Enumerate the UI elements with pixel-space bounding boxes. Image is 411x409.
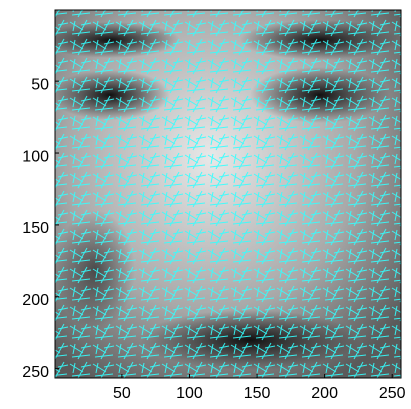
- x-tick-label: 150: [244, 385, 271, 402]
- x-tick-label: 50: [113, 385, 131, 402]
- x-tick-label: 250: [379, 385, 406, 402]
- chart: 50 100 150 200 250 50 100 150 200 250: [0, 0, 411, 409]
- image: [40, 10, 401, 378]
- x-tick-label: 200: [311, 385, 338, 402]
- y-tick-label: 250: [22, 364, 49, 381]
- x-tick-label: 100: [176, 385, 203, 402]
- y-tick-label: 50: [31, 76, 49, 93]
- y-tick-label: 200: [22, 292, 49, 309]
- y-tick-label: 150: [22, 220, 49, 237]
- y-tick-label: 100: [22, 148, 49, 165]
